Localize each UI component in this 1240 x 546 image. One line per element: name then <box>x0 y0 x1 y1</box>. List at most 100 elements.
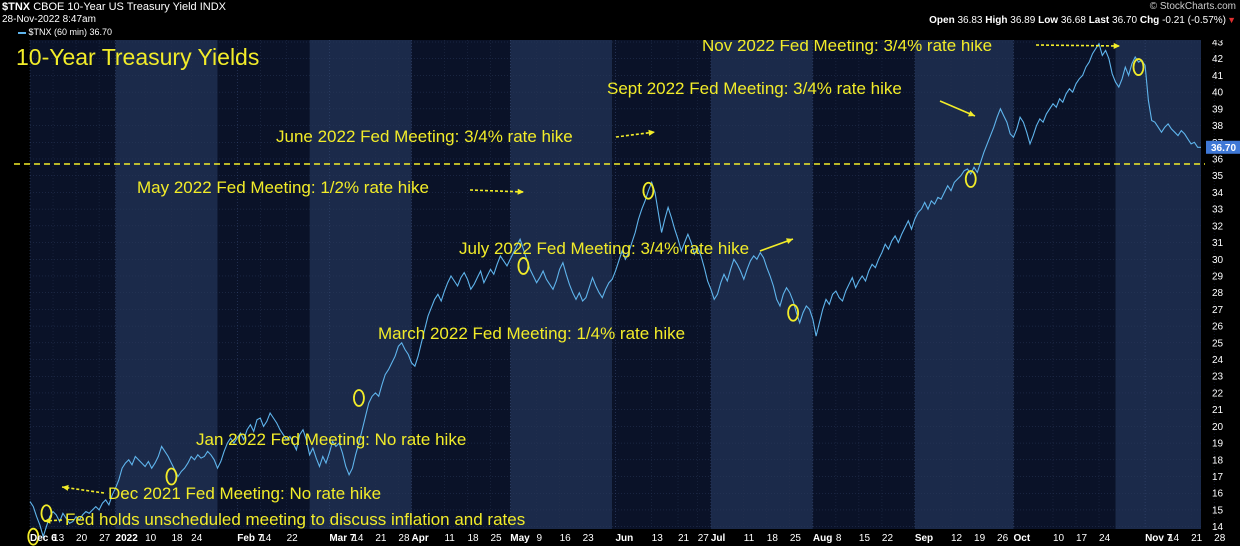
x-tick-label-31: Aug <box>813 533 832 544</box>
x-tick-label-36: 12 <box>951 533 963 544</box>
y-tick-label-33: 33 <box>1212 205 1224 216</box>
legend-swatch <box>18 31 26 34</box>
annotation-label-7: Sept 2022 Fed Meeting: 3/4% rate hike <box>607 79 902 98</box>
annotation-arrow-5 <box>615 131 656 138</box>
x-tick-label-22: 23 <box>583 533 595 544</box>
x-tick-label-39: Oct <box>1014 533 1031 544</box>
x-tick-label-9: 14 <box>260 533 272 544</box>
meeting-marker-7 <box>964 170 977 188</box>
x-tick-label-45: 21 <box>1191 533 1203 544</box>
meeting-marker-5 <box>642 181 655 200</box>
x-tick-label-28: 11 <box>744 533 755 544</box>
x-tick-label-27: Jul <box>711 533 726 544</box>
x-tick-label-40: 10 <box>1053 533 1065 544</box>
x-tick-label-30: 25 <box>790 533 802 544</box>
x-tick-label-43: Nov 7 <box>1145 533 1173 544</box>
x-tick-label-15: Apr <box>412 533 429 544</box>
open-value: 36.83 <box>957 15 983 26</box>
x-tick-label-25: 21 <box>678 533 690 544</box>
x-tick-label-26: 27 <box>698 533 710 544</box>
y-tick-label-42: 42 <box>1212 54 1224 65</box>
last-value-text: 36.70 <box>1211 143 1236 154</box>
y-tick-label-16: 16 <box>1212 489 1224 500</box>
x-tick-label-8: Feb 7 <box>237 533 264 544</box>
annotation-label-8: Nov 2022 Fed Meeting: 3/4% rate hike <box>702 36 992 55</box>
month-band-9 <box>914 34 1014 529</box>
y-tick-label-18: 18 <box>1212 455 1224 466</box>
month-band-8 <box>812 34 915 529</box>
x-tick-label-33: 15 <box>859 533 871 544</box>
meeting-marker-2 <box>165 467 178 486</box>
y-tick-label-26: 26 <box>1212 322 1224 333</box>
x-tick-label-21: 16 <box>560 533 572 544</box>
y-tick-label-20: 20 <box>1212 422 1224 433</box>
x-tick-label-0: Dec 6 <box>30 533 57 544</box>
y-tick-label-15: 15 <box>1212 505 1224 516</box>
x-tick-label-35: Sep <box>915 533 933 544</box>
annotation-arrowhead-4 <box>517 188 524 195</box>
annotation-label-5: June 2022 Fed Meeting: 3/4% rate hike <box>276 127 573 146</box>
x-tick-label-10: 22 <box>287 533 299 544</box>
annotation-arrow-7 <box>939 100 976 117</box>
last-value: 36.70 <box>1112 15 1138 26</box>
low-value: 36.68 <box>1060 15 1086 26</box>
meeting-marker-4 <box>517 257 530 275</box>
open-label: Open <box>929 15 955 26</box>
x-tick-label-38: 26 <box>997 533 1009 544</box>
copyright: © StockCharts.com <box>1149 1 1236 12</box>
y-tick-label-36: 36 <box>1212 154 1224 165</box>
x-tick-label-11: Mar 7 <box>329 533 356 544</box>
x-tick-label-34: 22 <box>882 533 894 544</box>
x-tick-label-37: 19 <box>974 533 986 544</box>
x-tick-label-16: 11 <box>444 533 455 544</box>
y-tick-label-31: 31 <box>1212 238 1224 249</box>
y-tick-label-38: 38 <box>1212 121 1224 132</box>
annotation-label-1: Dec 2021 Fed Meeting: No rate hike <box>108 484 381 503</box>
y-tick-label-24: 24 <box>1212 355 1224 366</box>
annotation-arrowhead-5 <box>648 129 655 136</box>
annotation-arrow-8 <box>1035 44 1121 47</box>
annotation-arrowhead-1 <box>62 484 69 491</box>
month-band-11 <box>1115 34 1201 529</box>
legend-label: $TNX (60 min) 36.70 <box>28 27 113 37</box>
x-axis: Dec 613 20 27 2022 10 18 24 Feb 714 22 Mar 714 21 2… <box>30 533 1226 544</box>
high-value: 36.89 <box>1010 15 1036 26</box>
last-label: Last <box>1088 15 1110 26</box>
chg-value: -0.21 (-0.57%) <box>1162 15 1226 26</box>
x-tick-label-1: 13 <box>53 533 65 544</box>
y-tick-label-43: 43 <box>1212 38 1224 49</box>
last-value-label: 36.70 <box>1206 140 1240 154</box>
last-value-box <box>1206 140 1240 154</box>
x-tick-label-17: 18 <box>467 533 479 544</box>
meeting-markers <box>27 58 1145 546</box>
month-band-2 <box>217 34 310 529</box>
annotation-label-2: Jan 2022 Fed Meeting: No rate hike <box>196 430 466 449</box>
y-tick-label-40: 40 <box>1212 88 1224 99</box>
grid-lines <box>29 34 1215 529</box>
annotation-label-0: Fed holds unscheduled meeting to discuss… <box>65 510 525 529</box>
x-tick-label-20: 9 <box>537 533 543 544</box>
month-bands <box>30 34 1201 529</box>
x-tick-label-42: 24 <box>1099 533 1111 544</box>
y-tick-label-28: 28 <box>1212 288 1224 299</box>
x-tick-label-13: 21 <box>375 533 387 544</box>
y-tick-label-23: 23 <box>1212 372 1224 383</box>
low-label: Low <box>1038 15 1059 26</box>
x-tick-label-23: Jun <box>616 533 634 544</box>
x-tick-label-7: 24 <box>191 533 203 544</box>
y-tick-label-30: 30 <box>1212 255 1224 266</box>
annotation-arrow-4 <box>469 189 525 193</box>
chart-header: $TNX CBOE 10-Year US Treasury Yield INDX… <box>0 0 1240 40</box>
month-band-7 <box>710 34 813 529</box>
x-tick-label-5: 10 <box>145 533 157 544</box>
y-tick-label-14: 14 <box>1212 522 1224 533</box>
y-tick-label-21: 21 <box>1212 405 1224 416</box>
x-tick-label-18: 25 <box>491 533 503 544</box>
x-tick-label-19: May <box>510 533 530 544</box>
exchange: INDX <box>199 1 226 13</box>
x-tick-label-24: 13 <box>652 533 664 544</box>
month-band-0 <box>30 34 116 529</box>
y-tick-label-35: 35 <box>1212 171 1224 182</box>
annotation-labels: Fed holds unscheduled meeting to discuss… <box>65 36 992 529</box>
